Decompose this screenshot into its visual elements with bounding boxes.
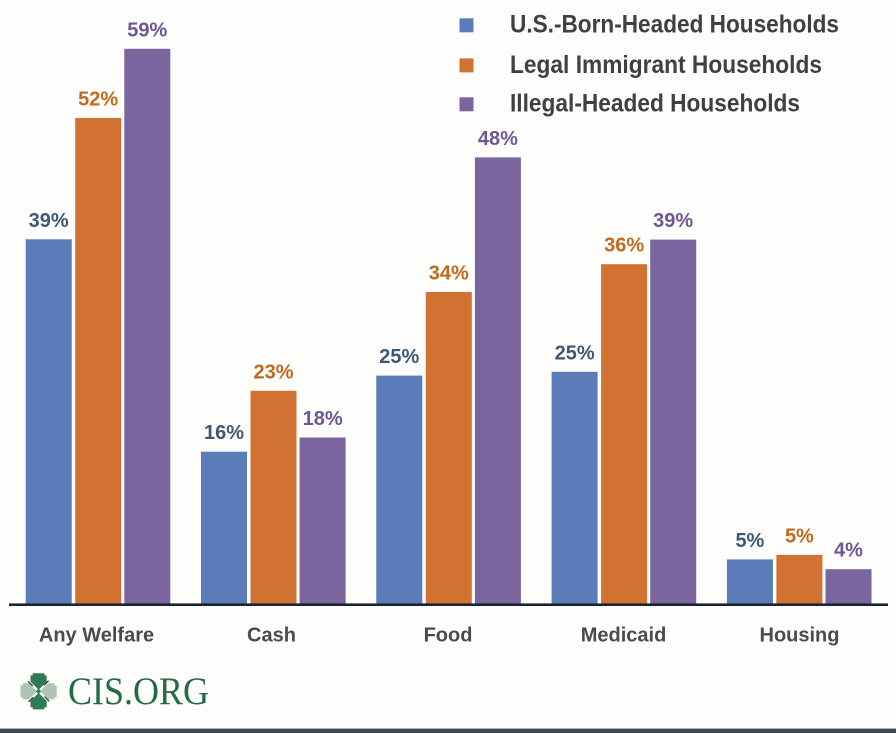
svg-text:52%: 52% bbox=[78, 89, 118, 111]
svg-text:25%: 25% bbox=[379, 346, 419, 368]
svg-text:Medicaid: Medicaid bbox=[581, 625, 667, 647]
svg-text:59%: 59% bbox=[127, 19, 167, 41]
svg-text:48%: 48% bbox=[478, 128, 518, 150]
svg-text:Housing: Housing bbox=[760, 625, 840, 647]
svg-text:Illegal-Headed Households: Illegal-Headed Households bbox=[510, 90, 800, 118]
svg-text:16%: 16% bbox=[204, 422, 244, 444]
svg-text:U.S.-Born-Headed Households: U.S.-Born-Headed Households bbox=[510, 11, 839, 39]
svg-text:18%: 18% bbox=[303, 408, 343, 430]
svg-text:Food: Food bbox=[424, 625, 473, 647]
svg-text:25%: 25% bbox=[555, 342, 595, 364]
svg-text:5%: 5% bbox=[785, 525, 814, 547]
svg-text:Legal Immigrant Households: Legal Immigrant Households bbox=[510, 51, 822, 79]
svg-text:Any Welfare: Any Welfare bbox=[39, 625, 154, 647]
svg-text:36%: 36% bbox=[604, 235, 644, 257]
svg-text:23%: 23% bbox=[253, 361, 293, 383]
svg-text:CIS.ORG: CIS.ORG bbox=[68, 670, 209, 713]
svg-text:39%: 39% bbox=[653, 210, 693, 232]
svg-text:5%: 5% bbox=[735, 530, 764, 552]
svg-text:39%: 39% bbox=[29, 210, 69, 232]
svg-text:Cash: Cash bbox=[247, 625, 296, 647]
svg-text:4%: 4% bbox=[834, 540, 863, 562]
svg-text:34%: 34% bbox=[429, 263, 469, 285]
